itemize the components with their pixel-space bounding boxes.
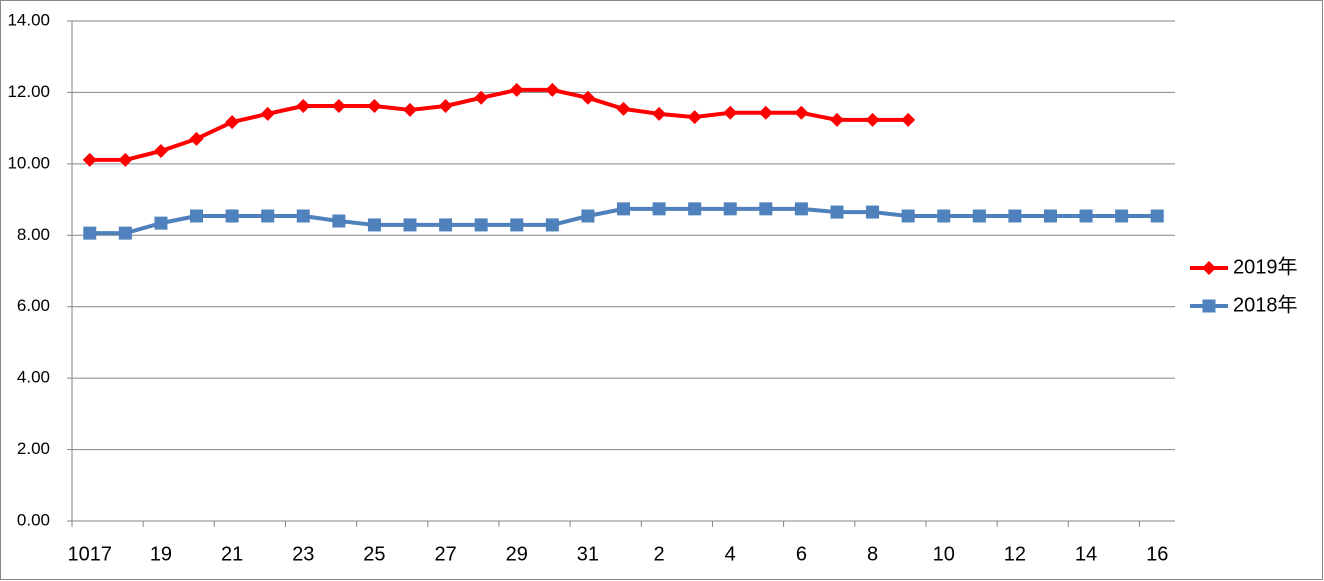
data-point [154, 216, 168, 230]
data-point [581, 209, 595, 223]
data-point [118, 226, 132, 240]
data-point [332, 214, 346, 228]
data-point [687, 110, 702, 125]
data-point [901, 209, 915, 223]
data-point [759, 202, 773, 216]
legend-marker [1202, 299, 1216, 313]
data-point [866, 205, 880, 219]
data-point [688, 202, 702, 216]
y-tick-label: 4.00 [17, 368, 50, 387]
data-point [474, 90, 489, 105]
data-point [153, 144, 168, 158]
data-point [261, 209, 275, 223]
data-point [617, 202, 630, 216]
data-point [403, 102, 418, 117]
y-tick-label: 2.00 [17, 439, 50, 458]
data-point [830, 205, 844, 219]
data-point [83, 226, 97, 240]
data-point [403, 218, 417, 232]
data-point [1043, 209, 1057, 223]
x-tick-label: 12 [1004, 543, 1026, 565]
data-point [225, 209, 239, 223]
data-point [901, 112, 916, 127]
x-tick-label: 4 [725, 543, 736, 565]
data-point [260, 106, 275, 121]
data-point [1150, 209, 1164, 223]
x-tick-label: 2 [654, 543, 665, 565]
y-tick-label: 6.00 [17, 296, 50, 315]
data-point [510, 218, 524, 232]
data-point [937, 209, 951, 223]
data-point [794, 202, 808, 216]
legend-marker [1202, 261, 1216, 275]
data-point [474, 218, 488, 232]
x-tick-label: 27 [434, 543, 456, 565]
data-point [580, 90, 595, 105]
data-point [190, 209, 204, 223]
data-point [616, 101, 631, 116]
data-point [439, 218, 453, 232]
data-point [118, 152, 133, 167]
data-point [225, 115, 240, 130]
data-point [367, 99, 382, 113]
data-point [794, 105, 809, 120]
data-point [758, 105, 773, 120]
legend-label: 2018年 [1233, 293, 1298, 316]
y-tick-label: 14.00 [7, 10, 50, 29]
x-tick-label: 23 [292, 543, 314, 565]
data-point [509, 82, 524, 97]
data-point [1008, 209, 1022, 223]
data-point [367, 218, 381, 232]
x-tick-label: 19 [150, 543, 172, 565]
x-tick-label: 1017 [68, 543, 113, 565]
data-point [1115, 209, 1129, 223]
y-tick-label: 10.00 [7, 153, 50, 172]
data-point [82, 152, 97, 167]
legend-label: 2019年 [1233, 255, 1298, 278]
data-point [545, 218, 559, 232]
data-point [545, 82, 560, 97]
data-point [296, 209, 310, 223]
x-tick-label: 25 [363, 543, 385, 565]
data-point [189, 131, 204, 146]
x-tick-label: 29 [506, 543, 528, 565]
data-point [296, 99, 311, 113]
data-point [723, 105, 738, 120]
data-point [865, 112, 880, 127]
y-tick-label: 12.00 [7, 82, 50, 101]
x-tick-label: 31 [577, 543, 599, 565]
data-point [829, 112, 844, 127]
data-point [1079, 209, 1093, 223]
data-point [972, 209, 986, 223]
x-tick-label: 8 [867, 543, 878, 565]
x-tick-label: 21 [221, 543, 243, 565]
data-point [652, 106, 667, 121]
y-tick-label: 0.00 [17, 510, 50, 529]
data-point [331, 99, 346, 113]
data-point [438, 99, 453, 113]
x-tick-label: 14 [1075, 543, 1097, 565]
x-tick-label: 6 [796, 543, 807, 565]
x-tick-label: 16 [1146, 543, 1168, 565]
data-point [652, 202, 666, 216]
y-tick-label: 8.00 [17, 225, 50, 244]
data-point [723, 202, 737, 216]
x-tick-label: 10 [933, 543, 955, 565]
